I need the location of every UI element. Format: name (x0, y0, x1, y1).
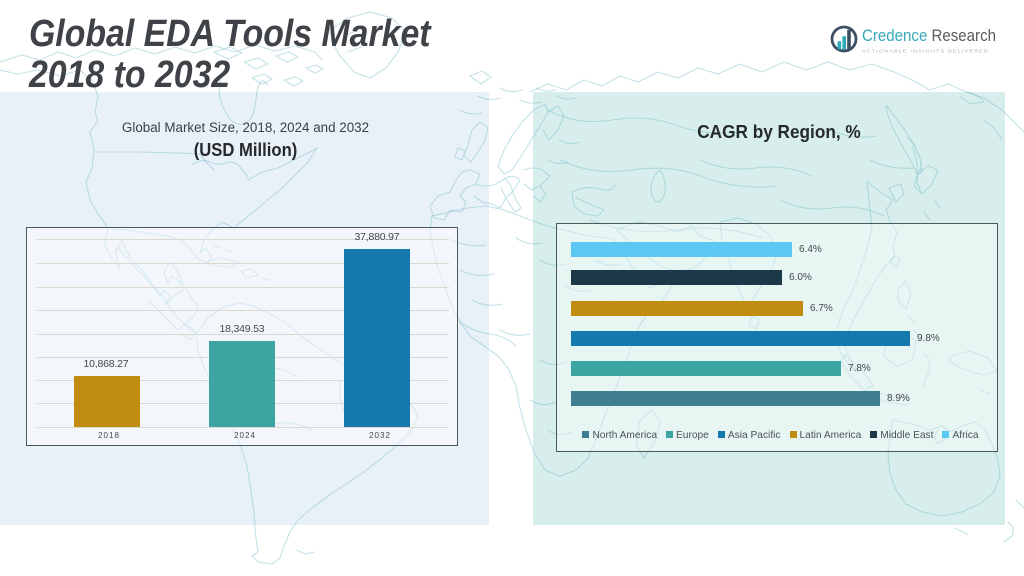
svg-text:ACTIONABLE INSIGHTS DELIVERED: ACTIONABLE INSIGHTS DELIVERED (862, 49, 989, 54)
svg-text:Credence Research: Credence Research (862, 26, 996, 45)
